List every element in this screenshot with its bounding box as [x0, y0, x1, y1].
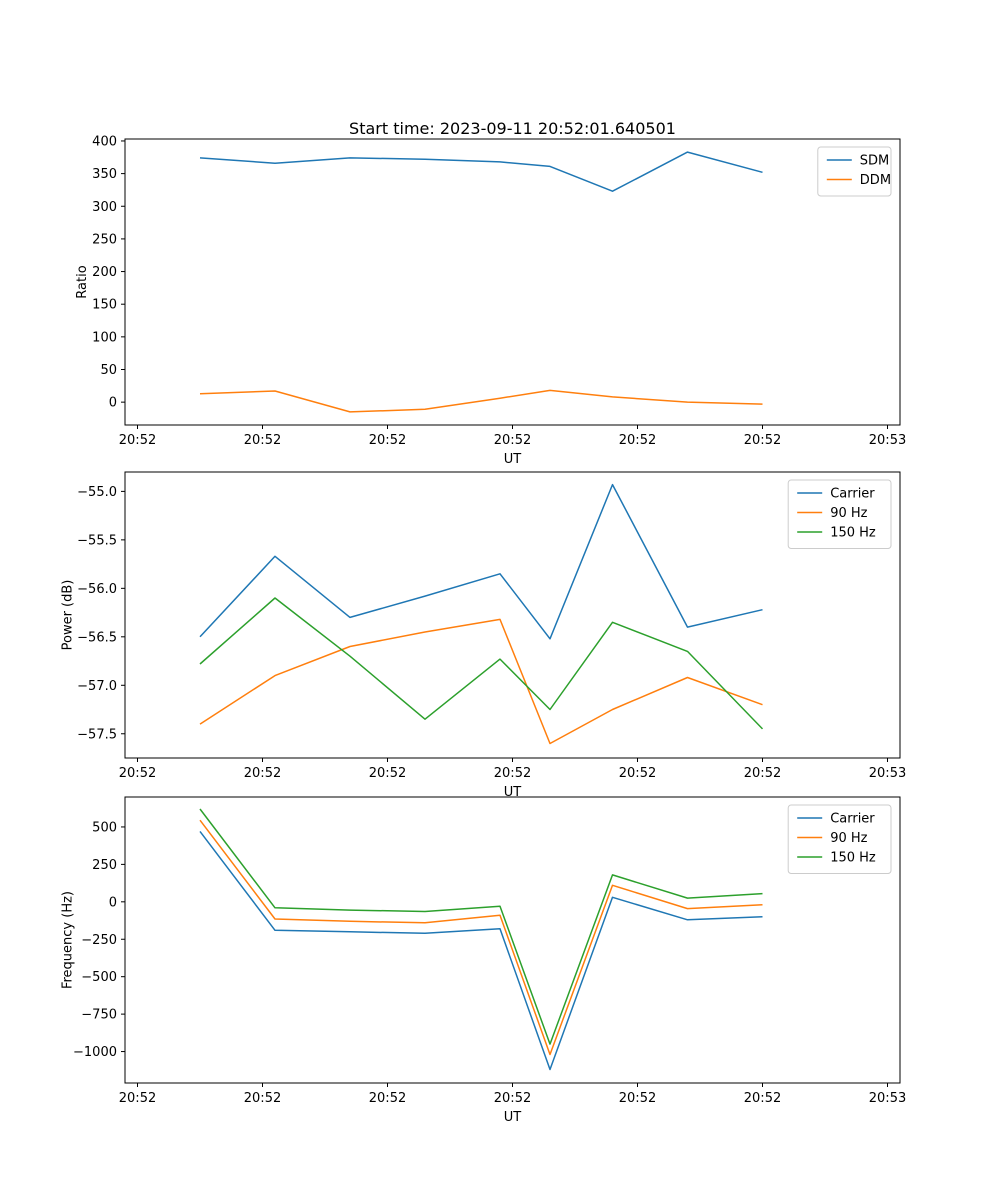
- x-tick-label: 20:52: [744, 1091, 781, 1106]
- legend-label: 150 Hz: [830, 851, 876, 866]
- x-tick-label: 20:53: [869, 1091, 906, 1106]
- x-tick-label: 20:53: [869, 766, 906, 781]
- y-tick-label: 0: [109, 895, 117, 910]
- y-tick-label: 100: [92, 330, 117, 345]
- series-line-ddm: [199, 389, 763, 413]
- y-axis-label: Power (dB): [61, 580, 76, 651]
- legend-label: Carrier: [830, 487, 875, 502]
- legend-label: DDM: [860, 173, 891, 188]
- y-axis-label: Ratio: [75, 265, 90, 298]
- y-tick-label: 250: [92, 232, 117, 247]
- series-line-150-hz: [199, 808, 763, 1045]
- figure-title: Start time: 2023-09-11 20:52:01.640501: [349, 119, 676, 138]
- y-tick-label: −55.5: [77, 533, 117, 548]
- y-tick-label: 350: [92, 167, 117, 182]
- y-tick-label: −57.5: [77, 727, 117, 742]
- legend-label: 90 Hz: [830, 506, 867, 521]
- y-tick-label: 150: [92, 298, 117, 313]
- chart-power: 20:52 20:52 20:52 20:52 20:52 20:52 20:53 −57.5…: [61, 471, 906, 800]
- x-tick-label: 20:52: [244, 1091, 281, 1106]
- legend-label: Carrier: [830, 812, 875, 827]
- x-tick-label: 20:52: [494, 1091, 531, 1106]
- y-tick-label: 300: [92, 200, 117, 215]
- legend-label: SDM: [860, 154, 889, 169]
- legend: Carrier 90 Hz 150 Hz: [787, 479, 892, 549]
- x-tick-label: 20:52: [244, 766, 281, 781]
- series-line-sdm: [199, 151, 763, 192]
- axes-frame: [124, 471, 901, 759]
- y-tick-label: 250: [92, 858, 117, 873]
- y-tick-label: −55.0: [77, 485, 117, 500]
- series-line-90-hz: [199, 618, 763, 745]
- series-line-carrier: [199, 830, 763, 1071]
- y-tick-label: −500: [81, 970, 117, 985]
- y-tick-label: 400: [92, 134, 117, 149]
- x-axis-label: UT: [504, 785, 522, 800]
- legend: Carrier 90 Hz 150 Hz: [787, 804, 892, 874]
- x-tick-label: 20:52: [119, 433, 156, 448]
- chart-ratio: 20:52 20:52 20:52 20:52 20:52 20:52 20:53 0 50 10…: [75, 134, 906, 467]
- x-axis-label: UT: [504, 452, 522, 467]
- y-tick-label: −1000: [73, 1045, 117, 1060]
- x-tick-label: 20:52: [494, 766, 531, 781]
- y-tick-label: −57.0: [77, 679, 117, 694]
- x-tick-label: 20:52: [369, 1091, 406, 1106]
- x-tick-label: 20:52: [494, 433, 531, 448]
- y-axis-label: Frequency (Hz): [61, 891, 76, 989]
- x-tick-label: 20:52: [619, 433, 656, 448]
- x-tick-label: 20:52: [119, 766, 156, 781]
- x-tick-label: 20:52: [744, 766, 781, 781]
- y-tick-label: 500: [92, 820, 117, 835]
- y-tick-label: −750: [81, 1008, 117, 1023]
- series-line-150-hz: [199, 597, 764, 730]
- x-tick-label: 20:52: [744, 433, 781, 448]
- y-tick-label: −56.0: [77, 582, 117, 597]
- x-axis-label: UT: [504, 1110, 522, 1125]
- y-tick-label: 200: [92, 265, 117, 280]
- legend-label: 90 Hz: [830, 831, 867, 846]
- legend-label: 150 Hz: [830, 526, 876, 541]
- series-line-90-hz: [199, 819, 763, 1056]
- x-tick-label: 20:52: [369, 433, 406, 448]
- x-tick-label: 20:52: [119, 1091, 156, 1106]
- y-tick-label: −250: [81, 933, 117, 948]
- x-tick-label: 20:52: [619, 1091, 656, 1106]
- y-tick-label: 50: [100, 363, 117, 378]
- chart-frequency: 20:52 20:52 20:52 20:52 20:52 20:52 20:53 −1000…: [61, 796, 906, 1125]
- series-line-carrier: [199, 483, 763, 640]
- y-tick-label: 0: [109, 396, 117, 411]
- y-tick-label: −56.5: [77, 630, 117, 645]
- axes-frame: [124, 138, 901, 426]
- x-tick-label: 20:52: [244, 433, 281, 448]
- legend: SDM DDM: [817, 146, 892, 197]
- x-tick-label: 20:52: [619, 766, 656, 781]
- x-tick-label: 20:53: [869, 433, 906, 448]
- x-tick-label: 20:52: [369, 766, 406, 781]
